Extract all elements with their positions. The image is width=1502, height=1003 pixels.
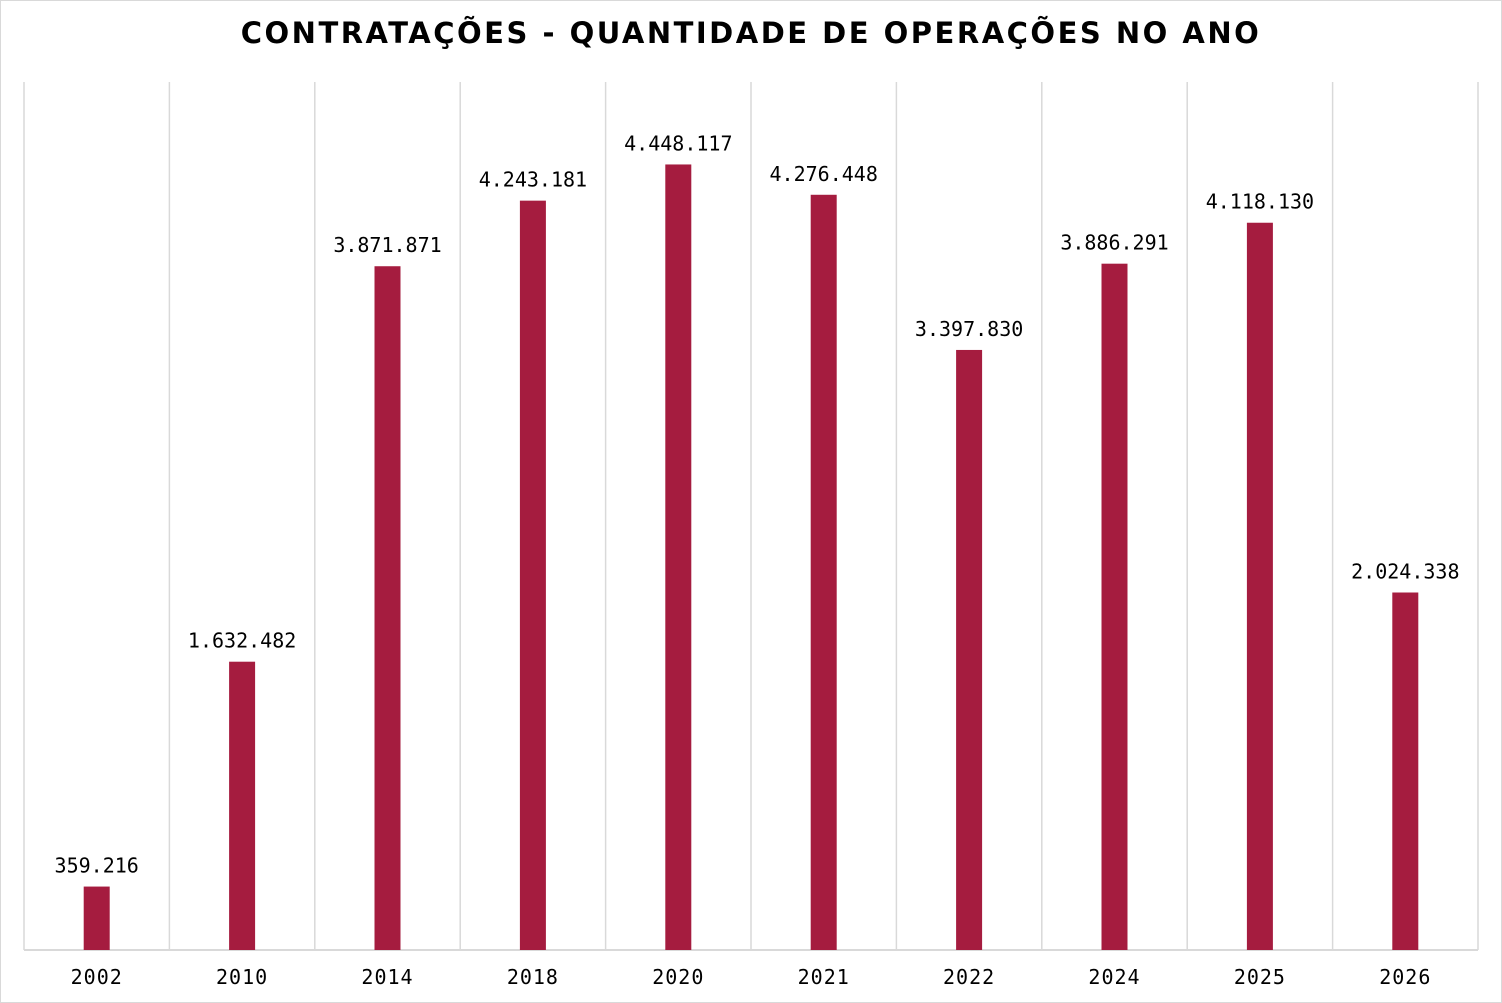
data-label-2020: 4.448.117 [624, 131, 732, 155]
bar-2025 [1246, 222, 1273, 951]
x-tick-label-2014: 2014 [361, 965, 413, 989]
bar-2024 [1101, 263, 1128, 950]
data-label-2026: 2.024.338 [1351, 560, 1459, 584]
bar-2026 [1392, 592, 1419, 950]
data-label-2010: 1.632.482 [188, 629, 296, 653]
x-tick-label-2022: 2022 [943, 965, 995, 989]
x-tick-label-2024: 2024 [1088, 965, 1140, 989]
bar-2010 [229, 661, 256, 950]
data-label-2024: 3.886.291 [1060, 231, 1168, 255]
x-tick-label-2021: 2021 [798, 965, 850, 989]
bar-2021 [810, 194, 837, 950]
bar-2002 [83, 886, 110, 950]
chart-title: CONTRATAÇÕES - QUANTIDADE DE OPERAÇÕES N… [240, 16, 1262, 50]
data-label-2021: 4.276.448 [770, 162, 878, 186]
x-tick-label-2018: 2018 [507, 965, 559, 989]
bars-layer [83, 164, 1419, 951]
x-tick-label-2002: 2002 [71, 965, 123, 989]
bar-2020 [665, 164, 692, 951]
data-label-2022: 3.397.830 [915, 317, 1023, 341]
data-label-2002: 359.216 [55, 854, 139, 878]
bar-2022 [956, 349, 983, 950]
bar-2014 [374, 266, 401, 951]
x-tick-label-2010: 2010 [216, 965, 268, 989]
data-label-2014: 3.871.871 [333, 233, 441, 257]
data-label-2018: 4.243.181 [479, 168, 587, 192]
grid-layer [23, 82, 1479, 951]
x-tick-label-2025: 2025 [1234, 965, 1286, 989]
x-axis-ticks-layer: 2002 2010 2014 2018 2020 2021 2022 2024 2025 2026 [71, 965, 1431, 989]
bar-2018 [519, 200, 546, 950]
x-tick-label-2020: 2020 [652, 965, 704, 989]
data-label-2025: 4.118.130 [1206, 190, 1314, 214]
x-tick-label-2026: 2026 [1379, 965, 1431, 989]
data-labels-layer: 359.216 1.632.482 3.871.871 4.243.181 4.448.… [55, 131, 1460, 877]
